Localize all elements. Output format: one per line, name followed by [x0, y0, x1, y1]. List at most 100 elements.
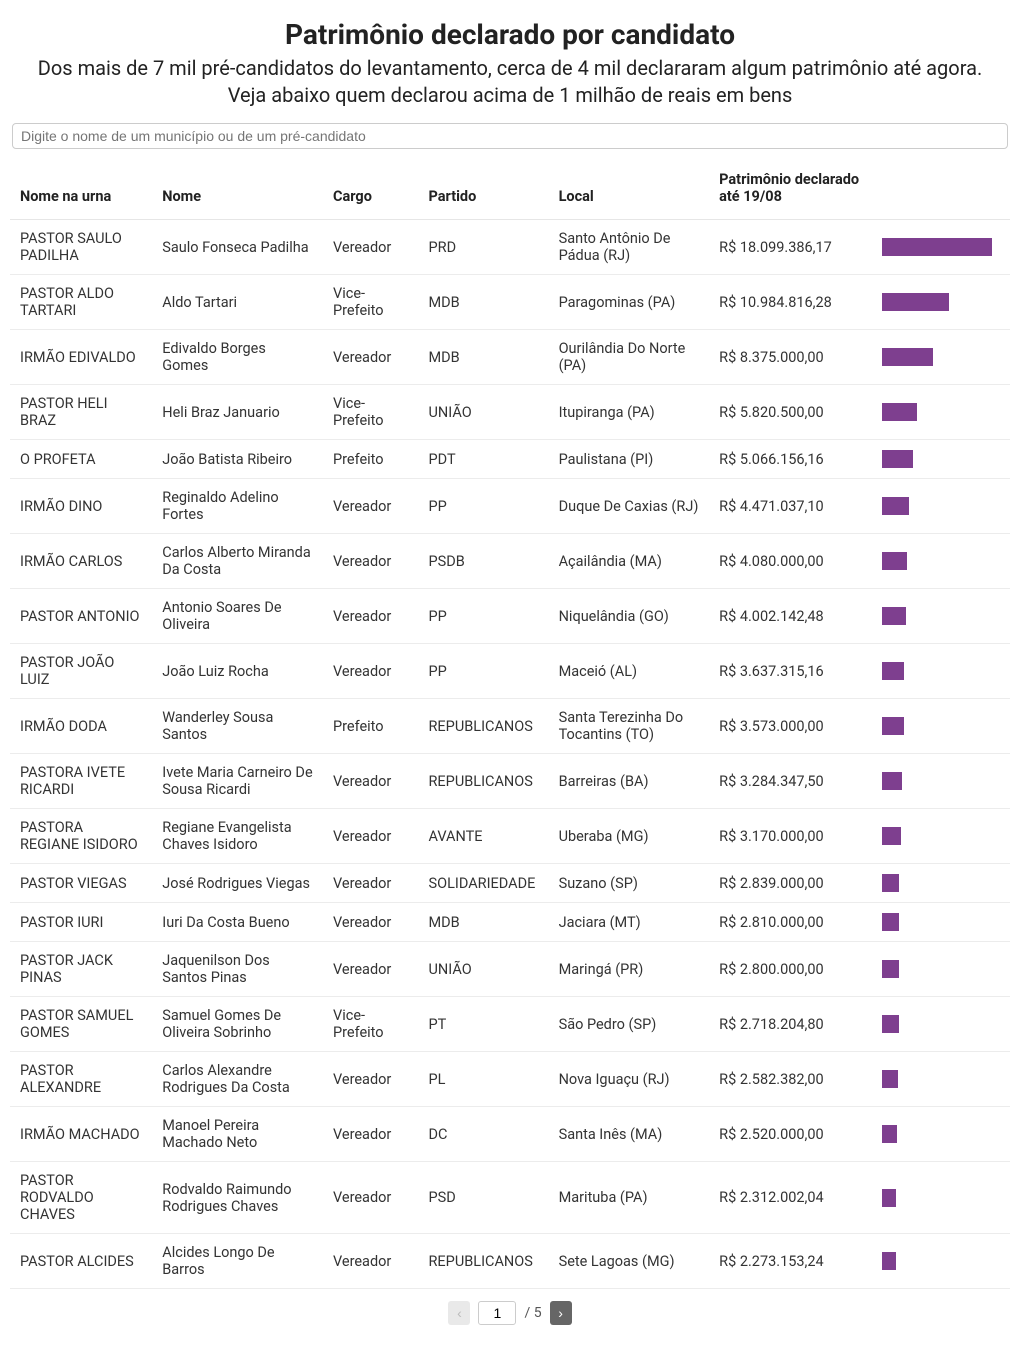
- search-input[interactable]: [12, 123, 1008, 149]
- pager-next-button[interactable]: ›: [550, 1301, 572, 1325]
- cell-bar: [872, 754, 1010, 809]
- cell-nome: Jaquenilson Dos Santos Pinas: [152, 942, 323, 997]
- cell-cargo: Vereador: [323, 754, 419, 809]
- cell-local: São Pedro (SP): [549, 997, 710, 1052]
- table-row: PASTORA IVETE RICARDIIvete Maria Carneir…: [10, 754, 1010, 809]
- cell-nome: Carlos Alberto Miranda Da Costa: [152, 534, 323, 589]
- cell-local: Santo Antônio De Pádua (RJ): [549, 220, 710, 275]
- cell-patrimonio: R$ 10.984.816,28: [709, 275, 872, 330]
- cell-patrimonio: R$ 5.066.156,16: [709, 440, 872, 479]
- cell-nome: Iuri Da Costa Bueno: [152, 903, 323, 942]
- cell-urna: PASTOR SAMUEL GOMES: [10, 997, 152, 1052]
- col-header-urna[interactable]: Nome na urna: [10, 157, 152, 220]
- cell-bar: [872, 1162, 1010, 1234]
- cell-cargo: Prefeito: [323, 699, 419, 754]
- cell-patrimonio: R$ 2.810.000,00: [709, 903, 872, 942]
- cell-urna: PASTOR JOÃO LUIZ: [10, 644, 152, 699]
- value-bar: [882, 450, 913, 468]
- cell-patrimonio: R$ 18.099.386,17: [709, 220, 872, 275]
- cell-urna: IRMÃO DODA: [10, 699, 152, 754]
- cell-partido: PL: [419, 1052, 549, 1107]
- cell-urna: PASTOR SAULO PADILHA: [10, 220, 152, 275]
- cell-patrimonio: R$ 8.375.000,00: [709, 330, 872, 385]
- cell-cargo: Vereador: [323, 903, 419, 942]
- value-bar: [882, 1125, 897, 1143]
- cell-urna: PASTOR IURI: [10, 903, 152, 942]
- cell-local: Santa Terezinha Do Tocantins (TO): [549, 699, 710, 754]
- candidates-table: Nome na urna Nome Cargo Partido Local Pa…: [10, 157, 1010, 1289]
- cell-nome: Alcides Longo De Barros: [152, 1234, 323, 1289]
- cell-bar: [872, 644, 1010, 699]
- value-bar: [882, 607, 906, 625]
- table-row: PASTOR JACK PINASJaquenilson Dos Santos …: [10, 942, 1010, 997]
- table-row: IRMÃO MACHADOManoel Pereira Machado Neto…: [10, 1107, 1010, 1162]
- cell-patrimonio: R$ 2.839.000,00: [709, 864, 872, 903]
- cell-local: Uberaba (MG): [549, 809, 710, 864]
- cell-nome: Antonio Soares De Oliveira: [152, 589, 323, 644]
- cell-local: Açailândia (MA): [549, 534, 710, 589]
- table-row: IRMÃO DINOReginaldo Adelino FortesVeread…: [10, 479, 1010, 534]
- cell-urna: PASTOR VIEGAS: [10, 864, 152, 903]
- cell-patrimonio: R$ 5.820.500,00: [709, 385, 872, 440]
- cell-patrimonio: R$ 3.637.315,16: [709, 644, 872, 699]
- cell-local: Duque De Caxias (RJ): [549, 479, 710, 534]
- table-row: PASTORA REGIANE ISIDORORegiane Evangelis…: [10, 809, 1010, 864]
- cell-cargo: Vereador: [323, 942, 419, 997]
- col-header-cargo[interactable]: Cargo: [323, 157, 419, 220]
- pager-prev-button[interactable]: ‹: [448, 1301, 470, 1325]
- table-row: PASTOR VIEGASJosé Rodrigues ViegasVeread…: [10, 864, 1010, 903]
- cell-cargo: Vereador: [323, 1162, 419, 1234]
- col-header-nome[interactable]: Nome: [152, 157, 323, 220]
- pager-current-input[interactable]: [478, 1301, 516, 1325]
- cell-partido: MDB: [419, 275, 549, 330]
- cell-local: Paulistana (PI): [549, 440, 710, 479]
- cell-cargo: Vereador: [323, 220, 419, 275]
- cell-partido: REPUBLICANOS: [419, 754, 549, 809]
- table-row: PASTOR IURIIuri Da Costa BuenoVereadorMD…: [10, 903, 1010, 942]
- cell-urna: PASTOR ALCIDES: [10, 1234, 152, 1289]
- col-header-patrimonio[interactable]: Patrimônio declarado até 19/08: [709, 157, 872, 220]
- cell-bar: [872, 534, 1010, 589]
- cell-bar: [872, 479, 1010, 534]
- col-header-local[interactable]: Local: [549, 157, 710, 220]
- cell-bar: [872, 864, 1010, 903]
- cell-cargo: Vereador: [323, 330, 419, 385]
- cell-patrimonio: R$ 4.471.037,10: [709, 479, 872, 534]
- value-bar: [882, 913, 899, 931]
- table-row: IRMÃO EDIVALDOEdivaldo Borges GomesVerea…: [10, 330, 1010, 385]
- cell-nome: Reginaldo Adelino Fortes: [152, 479, 323, 534]
- cell-nome: Manoel Pereira Machado Neto: [152, 1107, 323, 1162]
- col-header-partido[interactable]: Partido: [419, 157, 549, 220]
- cell-cargo: Vereador: [323, 1234, 419, 1289]
- cell-patrimonio: R$ 2.582.382,00: [709, 1052, 872, 1107]
- cell-partido: SOLIDARIEDADE: [419, 864, 549, 903]
- cell-urna: PASTOR ALEXANDRE: [10, 1052, 152, 1107]
- cell-nome: Aldo Tartari: [152, 275, 323, 330]
- cell-patrimonio: R$ 2.800.000,00: [709, 942, 872, 997]
- cell-patrimonio: R$ 2.312.002,04: [709, 1162, 872, 1234]
- cell-urna: IRMÃO EDIVALDO: [10, 330, 152, 385]
- cell-cargo: Vereador: [323, 1107, 419, 1162]
- cell-partido: PP: [419, 479, 549, 534]
- cell-patrimonio: R$ 2.718.204,80: [709, 997, 872, 1052]
- value-bar: [882, 874, 899, 892]
- cell-nome: José Rodrigues Viegas: [152, 864, 323, 903]
- value-bar: [882, 552, 907, 570]
- cell-bar: [872, 275, 1010, 330]
- cell-local: Nova Iguaçu (RJ): [549, 1052, 710, 1107]
- cell-partido: PT: [419, 997, 549, 1052]
- value-bar: [882, 497, 909, 515]
- cell-cargo: Vice-Prefeito: [323, 997, 419, 1052]
- cell-nome: Rodvaldo Raimundo Rodrigues Chaves: [152, 1162, 323, 1234]
- search-container: [10, 123, 1010, 157]
- cell-urna: IRMÃO DINO: [10, 479, 152, 534]
- table-row: PASTOR ALDO TARTARIAldo TartariVice-Pref…: [10, 275, 1010, 330]
- cell-partido: MDB: [419, 330, 549, 385]
- cell-partido: AVANTE: [419, 809, 549, 864]
- cell-partido: PRD: [419, 220, 549, 275]
- cell-local: Paragominas (PA): [549, 275, 710, 330]
- value-bar: [882, 717, 904, 735]
- cell-cargo: Vereador: [323, 479, 419, 534]
- value-bar: [882, 662, 904, 680]
- value-bar: [882, 348, 933, 366]
